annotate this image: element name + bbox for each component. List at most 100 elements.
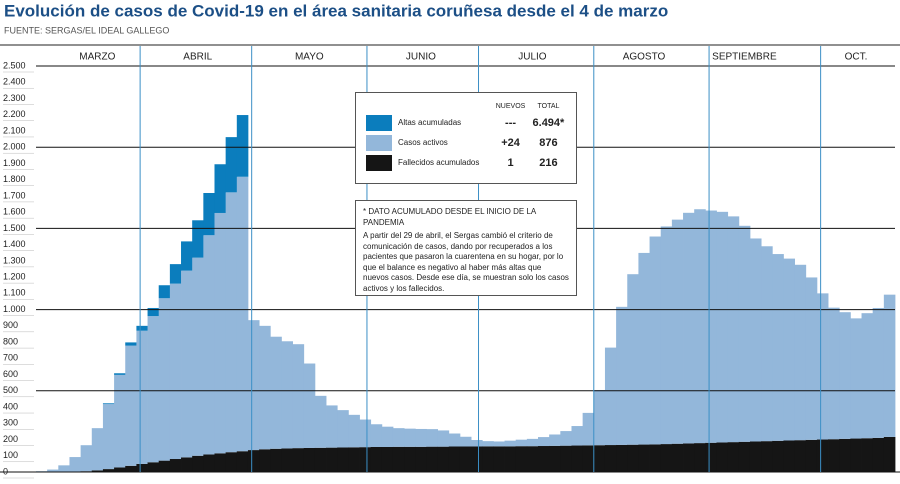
y-tick-label: 1.700 [3,190,26,200]
bar-segment [270,336,282,449]
legend-entry: Casos activos [364,133,492,153]
legend-entry: Altas acumuladas [364,113,492,133]
bar-segment [883,436,896,472]
y-tick-label: 1.500 [3,223,26,233]
legend: NUEVOS TOTAL Altas acumuladas --- 6.494* Cas… [355,92,577,184]
bar-segment [526,438,539,447]
legend-row: Fallecidos acumulados 1 216 [364,153,568,173]
bar-segment [203,235,215,455]
bar-segment [515,446,528,472]
y-tick-label: 1.200 [3,271,26,281]
y-tick-label: 200 [3,434,18,444]
bar-segment [604,347,617,446]
y-tick-label: 0 [3,466,8,476]
bar-segment [560,431,572,446]
bar-segment [114,467,126,472]
bar-segment [549,434,561,446]
legend-table: NUEVOS TOTAL Altas acumuladas --- 6.494* Cas… [364,99,568,173]
bar-segment [738,441,751,472]
bar-segment [381,426,394,447]
bar-segment [348,447,360,472]
y-tick-label: 2.300 [3,93,26,103]
bar-segment [225,137,238,193]
bar-segment [593,389,606,446]
y-tick-label: 600 [3,369,18,379]
y-tick-label: 1.800 [3,174,26,184]
bar-segment [538,446,550,472]
bar-segment [861,438,874,472]
legend-swatch [366,115,392,131]
bar-segment [192,455,204,472]
bar-segment [281,341,293,449]
bar-segment [91,428,104,471]
bar-segment [404,446,416,472]
bar-segment [136,325,148,331]
bar-segment [158,298,171,461]
x-tick-label: OCT. [845,52,868,63]
bar-segment [448,433,461,447]
bar-segment [326,447,338,472]
y-tick-label: 2.200 [3,109,26,119]
y-tick-label: 900 [3,320,18,330]
bar-segment [247,450,260,472]
x-tick-label: SEPTIEMBRE [712,52,777,63]
bar-segment [727,442,740,472]
bar-segment [482,441,494,447]
bar-segment [705,442,717,472]
bar-segment [314,395,327,448]
bar-segment [47,469,59,472]
bar-segment [861,313,874,439]
bar-segment [638,252,650,445]
bar-segment [683,443,695,472]
bar-segment [582,445,595,472]
bar-segment [504,446,517,472]
bar-segment [761,246,773,442]
bar-segment [828,307,840,440]
y-tick-label: 1.600 [3,207,26,217]
bar-segment [705,210,717,443]
bar-segment [169,459,182,472]
bar-segment [292,448,305,472]
bar-segment [169,283,182,460]
x-tick-label: JUNIO [406,52,436,63]
bar-segment [794,264,807,441]
bar-segment [850,438,862,472]
y-tick-label: 1.400 [3,239,26,249]
legend-value: --- [505,117,517,129]
bar-segment [749,441,762,472]
bar-segment [839,438,851,472]
bar-segment [660,226,673,445]
legend-swatch [366,155,392,171]
y-tick-label: 2.100 [3,125,26,135]
y-tick-label: 2.000 [3,142,26,152]
bar-segment [883,294,896,437]
bar-segment [571,445,584,472]
x-tick-label: AGOSTO [623,52,666,63]
bar-segment [58,465,70,472]
bar-segment [181,270,193,458]
bar-segment [147,462,160,472]
bar-segment [192,220,204,258]
bar-segment [370,446,383,472]
bar-segment [181,241,193,271]
bar-segment [91,470,104,472]
legend-value: 1 [507,157,514,169]
bar-segment [694,443,706,472]
legend-row: Casos activos +24 876 [364,133,568,153]
bar-segment [102,404,115,470]
bar-segment [236,115,249,177]
bar-segment [437,430,450,447]
y-tick-label: 1.300 [3,255,26,265]
bar-segment [303,447,316,472]
bar-segment [872,307,885,438]
bar-segment [114,374,126,468]
bar-segment [816,293,829,440]
note-heading: * DATO ACUMULADO DESDE EL INICIO DE LA P… [363,207,536,227]
bar-segment [805,277,818,440]
bar-segment [326,405,338,448]
bar-segment [415,446,427,472]
source: FUENTE: SERGAS/EL IDEAL GALLEGO [4,25,169,35]
bar-segment [69,457,82,472]
bar-segment [515,439,528,447]
bar-segment [738,225,751,442]
